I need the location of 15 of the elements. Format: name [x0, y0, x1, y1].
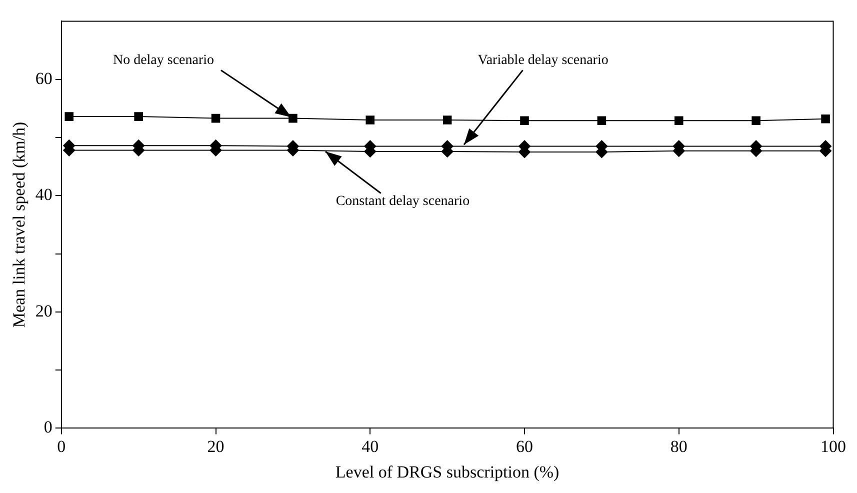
- y-axis-title: Mean link travel speed (km/h): [10, 122, 29, 328]
- x-axis-title: Level of DRGS subscription (%): [335, 462, 560, 482]
- y-tick-label: 40: [35, 185, 52, 204]
- x-tick-label: 80: [670, 436, 688, 456]
- y-tick-label: 0: [44, 418, 52, 437]
- x-tick-label: 100: [820, 436, 846, 456]
- annotation: No delay scenario: [112, 52, 214, 68]
- y-tick-label: 20: [35, 301, 52, 320]
- y-tick-label: 60: [35, 68, 52, 88]
- x-tick-label: 60: [516, 436, 534, 456]
- x-tick-label: 20: [207, 436, 224, 456]
- annotation: Constant delay scenario: [336, 194, 470, 209]
- x-tick-label: 0: [57, 436, 66, 456]
- x-tick-label: 40: [362, 436, 379, 456]
- annotation: Variable delay scenario: [478, 52, 608, 68]
